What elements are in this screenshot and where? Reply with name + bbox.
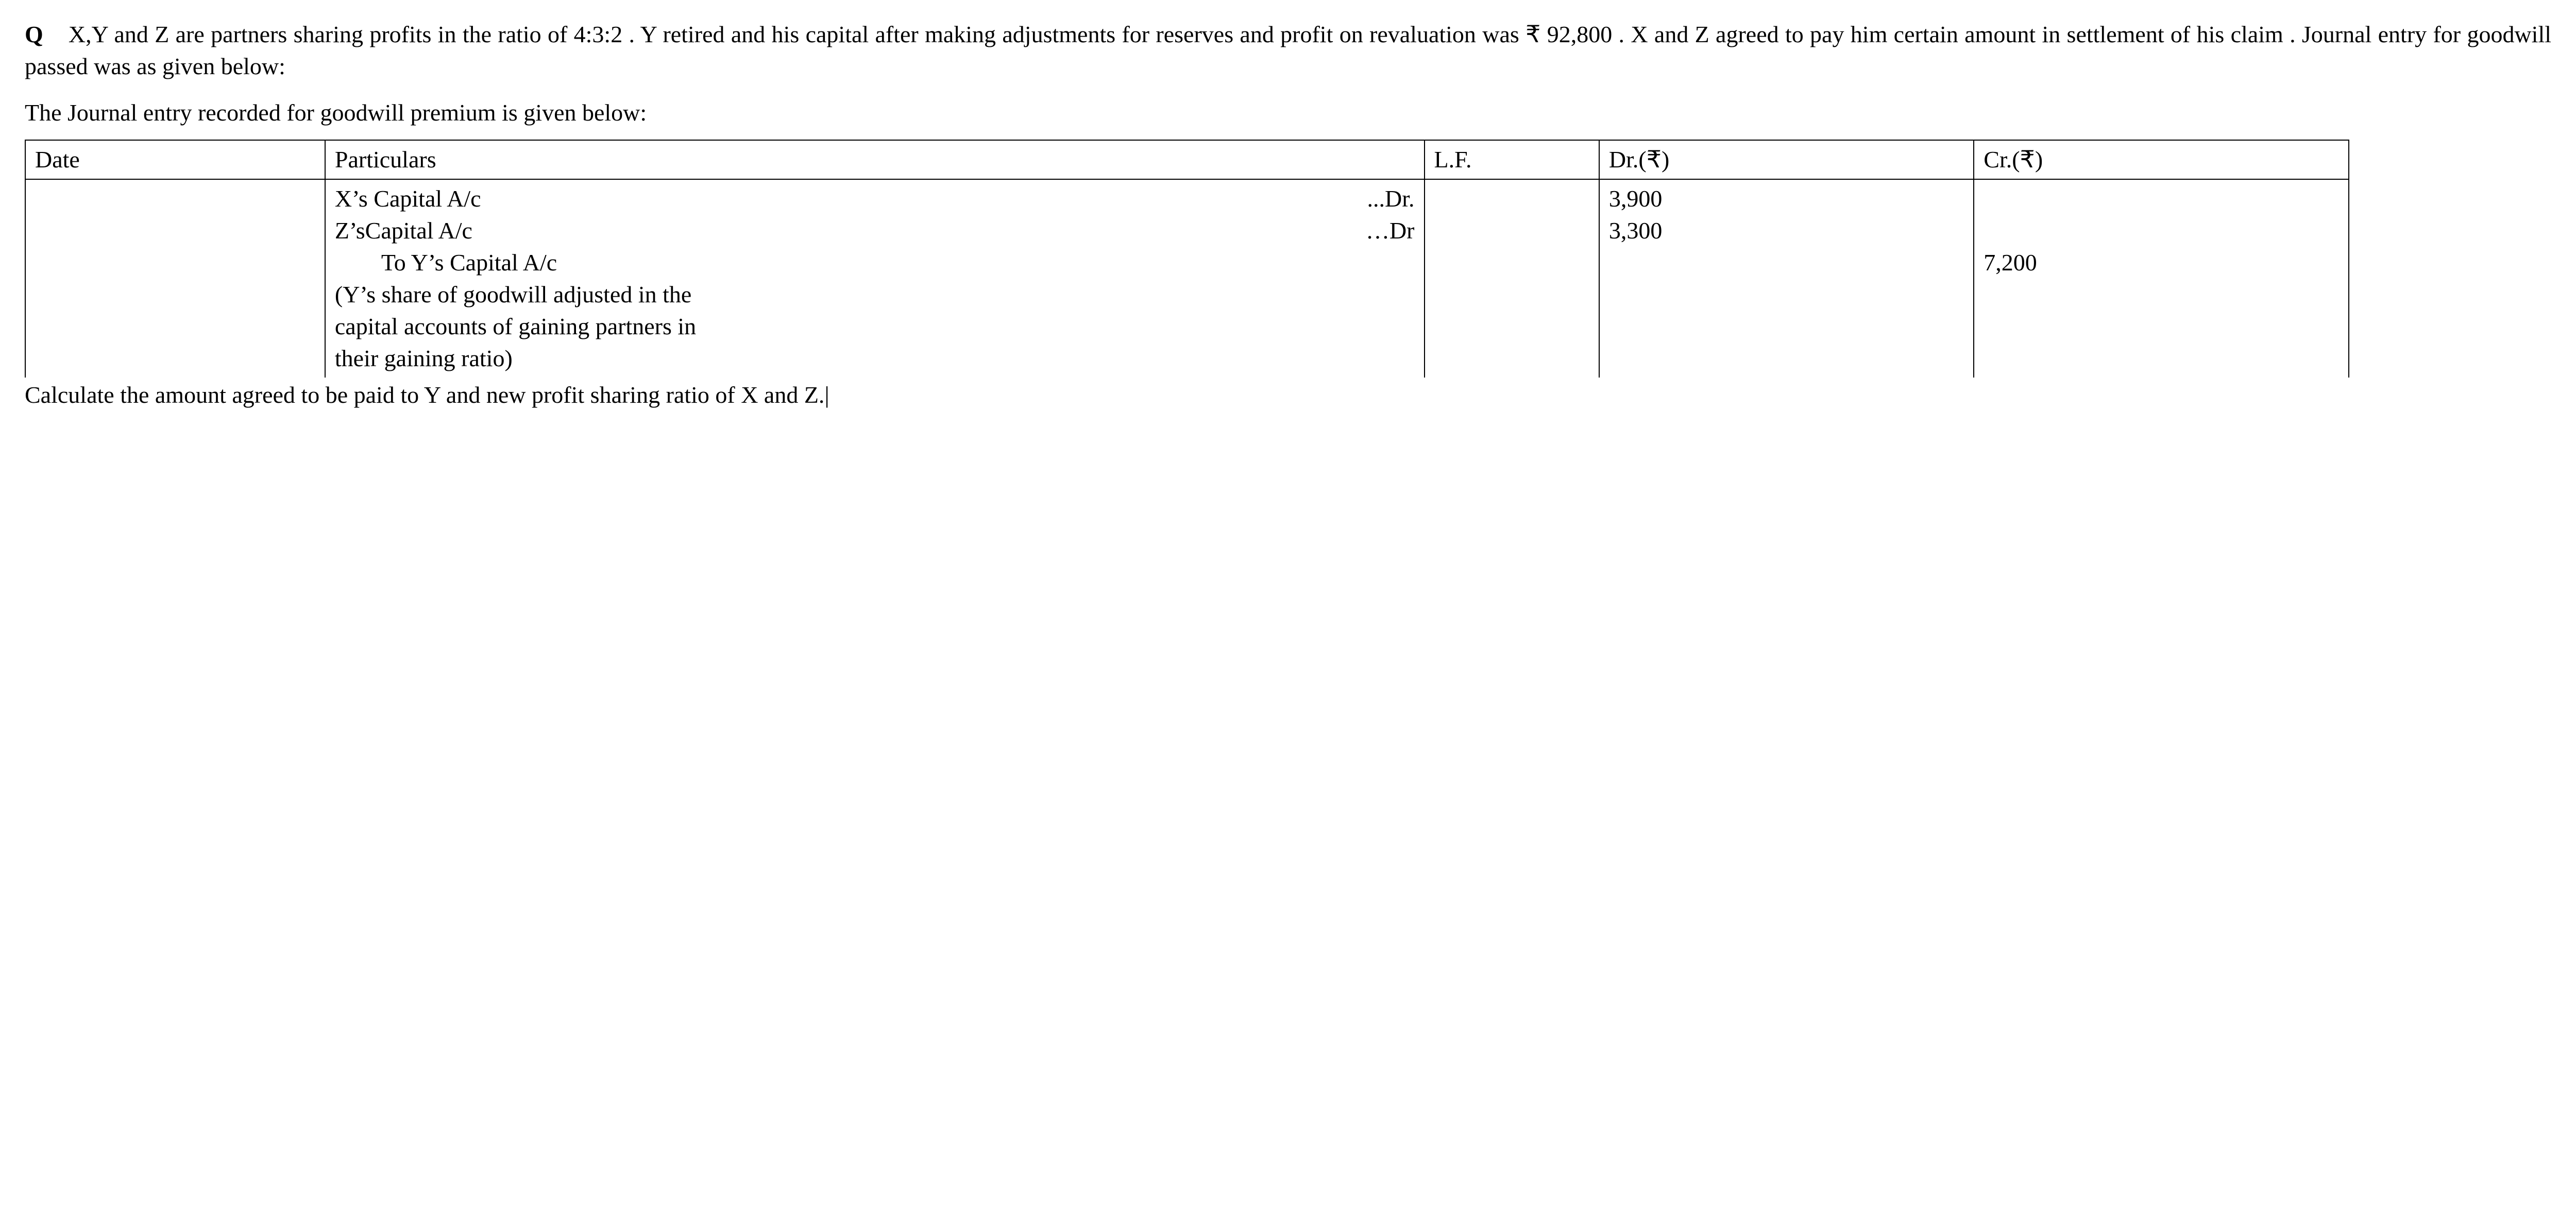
z-capital-label: Z’sCapital A/c [335,215,472,247]
cell-cr: 7,200 [1974,179,2348,378]
footer-text: Calculate the amount agreed to be paid t… [25,382,824,408]
narration-line-3: their gaining ratio) [335,343,1415,374]
z-dr-amount: 3,300 [1609,215,1964,247]
to-y-capital-label: To Y’s Capital A/c [335,249,557,276]
x-dr-amount: 3,900 [1609,183,1964,215]
question-label: Q [25,21,62,47]
cell-lf [1425,179,1599,378]
col-header-cr: Cr.(₹) [1974,140,2348,179]
x-capital-suffix: ...Dr. [1367,183,1415,215]
z-capital-suffix: …Dr [1366,215,1415,247]
narration-line-2: capital accounts of gaining partners in [335,311,1415,343]
table-row: X’s Capital A/c ...Dr. Z’sCapital A/c …D… [25,179,2349,378]
cell-dr: 3,900 3,300 [1599,179,1974,378]
journal-table: Date Particulars L.F. Dr.(₹) Cr.(₹) X’s … [25,140,2349,378]
cell-date [25,179,325,378]
question-text: X,Y and Z are partners sharing profits i… [25,21,2551,79]
footer-question: Calculate the amount agreed to be paid t… [25,379,2551,411]
journal-intro: The Journal entry recorded for goodwill … [25,97,2551,129]
col-header-particulars: Particulars [325,140,1425,179]
col-header-lf: L.F. [1425,140,1599,179]
particulars-line-x: X’s Capital A/c ...Dr. [335,183,1415,215]
x-capital-label: X’s Capital A/c [335,183,481,215]
cell-particulars: X’s Capital A/c ...Dr. Z’sCapital A/c …D… [325,179,1425,378]
col-header-date: Date [25,140,325,179]
text-cursor-icon [824,382,829,408]
table-header-row: Date Particulars L.F. Dr.(₹) Cr.(₹) [25,140,2349,179]
col-header-dr: Dr.(₹) [1599,140,1974,179]
page-root: Q X,Y and Z are partners sharing profits… [0,0,2576,430]
y-cr-amount: 7,200 [1984,247,2338,279]
question-block: Q X,Y and Z are partners sharing profits… [25,19,2551,82]
particulars-line-z: Z’sCapital A/c …Dr [335,215,1415,247]
narration-line-1: (Y’s share of goodwill adjusted in the [335,279,1415,311]
